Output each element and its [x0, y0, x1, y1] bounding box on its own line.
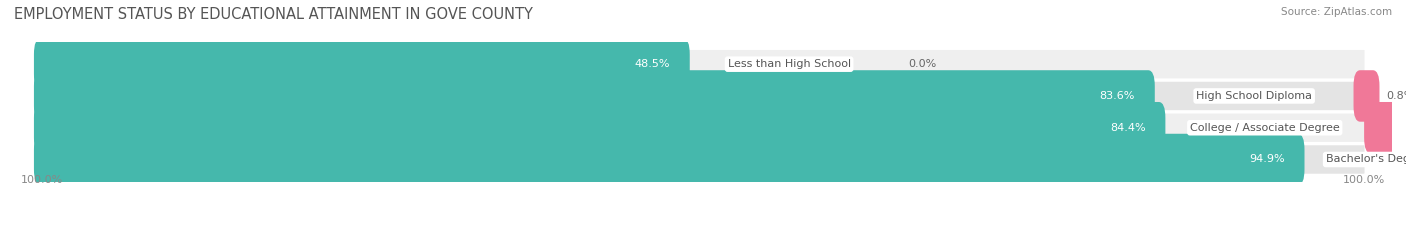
- Legend: In Labor Force, Unemployed: In Labor Force, Unemployed: [603, 230, 803, 233]
- FancyBboxPatch shape: [41, 144, 1365, 175]
- FancyBboxPatch shape: [34, 102, 1166, 154]
- Text: 48.5%: 48.5%: [634, 59, 669, 69]
- FancyBboxPatch shape: [34, 38, 690, 90]
- Text: Bachelor's Degree or higher: Bachelor's Degree or higher: [1326, 154, 1406, 164]
- Text: 100.0%: 100.0%: [21, 175, 63, 185]
- Text: College / Associate Degree: College / Associate Degree: [1189, 123, 1340, 133]
- Text: 84.4%: 84.4%: [1109, 123, 1146, 133]
- FancyBboxPatch shape: [34, 70, 1154, 122]
- FancyBboxPatch shape: [41, 113, 1365, 143]
- FancyBboxPatch shape: [41, 81, 1365, 111]
- Text: 100.0%: 100.0%: [1343, 175, 1385, 185]
- Text: High School Diploma: High School Diploma: [1197, 91, 1312, 101]
- Text: 83.6%: 83.6%: [1099, 91, 1135, 101]
- Text: Less than High School: Less than High School: [727, 59, 851, 69]
- Text: Source: ZipAtlas.com: Source: ZipAtlas.com: [1281, 7, 1392, 17]
- FancyBboxPatch shape: [1364, 102, 1406, 154]
- FancyBboxPatch shape: [34, 134, 1305, 185]
- Text: 0.8%: 0.8%: [1386, 91, 1406, 101]
- FancyBboxPatch shape: [41, 49, 1365, 79]
- FancyBboxPatch shape: [1354, 70, 1379, 122]
- Text: EMPLOYMENT STATUS BY EDUCATIONAL ATTAINMENT IN GOVE COUNTY: EMPLOYMENT STATUS BY EDUCATIONAL ATTAINM…: [14, 7, 533, 22]
- Text: 94.9%: 94.9%: [1249, 154, 1285, 164]
- Text: 0.0%: 0.0%: [908, 59, 936, 69]
